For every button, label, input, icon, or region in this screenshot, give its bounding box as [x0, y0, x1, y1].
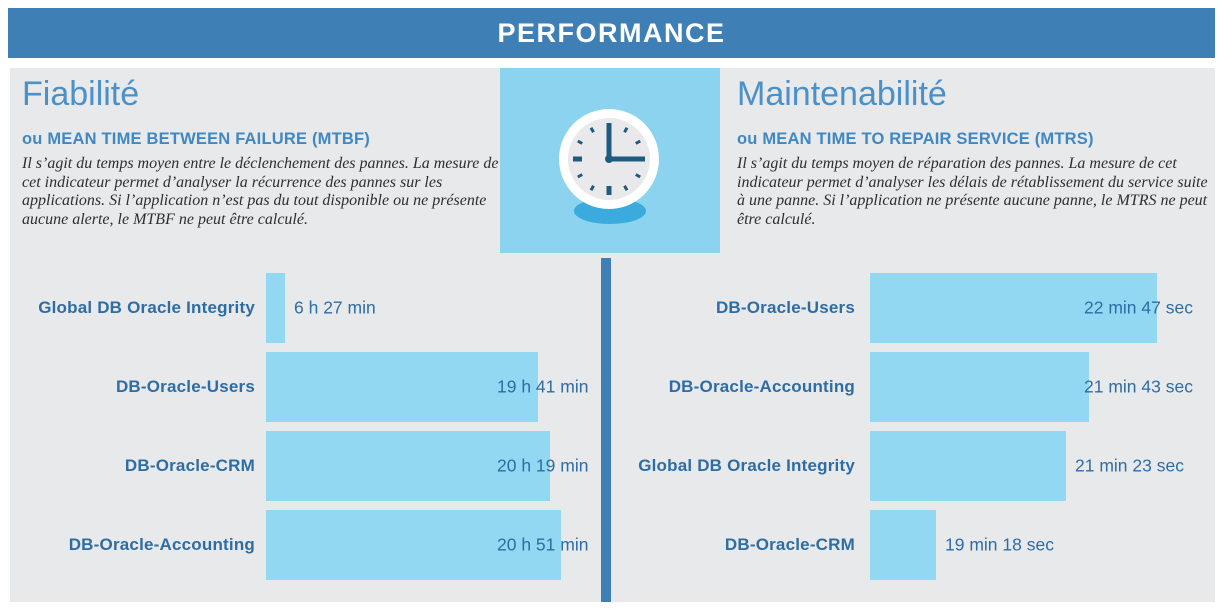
- mtbf-bar-chart: Global DB Oracle Integrity 6 h 27 min DB-O…: [22, 273, 590, 589]
- vertical-divider: [601, 258, 611, 602]
- bar-label: DB-Oracle-CRM: [124, 456, 255, 475]
- mtrs-bar-chart: DB-Oracle-Users 22 min 47 sec DB-Oracle-Ac…: [620, 273, 1195, 589]
- reliability-description: Il s’agit du temps moyen entre le déclen…: [22, 155, 499, 228]
- reliability-panel: Fiabilité ou MEAN TIME BETWEEN FAILURE (…: [22, 74, 504, 229]
- bar-label: Global DB Oracle Integrity: [38, 298, 255, 317]
- bar: [266, 510, 561, 580]
- bar-label: DB-Oracle-Accounting: [668, 377, 855, 396]
- bar-label: DB-Oracle-Users: [715, 298, 855, 317]
- bar-label: DB-Oracle-CRM: [724, 535, 855, 554]
- bar: [870, 352, 1090, 422]
- bar-value: 20 h 19 min: [497, 455, 589, 476]
- bar-track: 19 h 41 min: [266, 352, 590, 422]
- bar-track: 21 min 23 sec: [870, 431, 1195, 501]
- performance-header-banner: PERFORMANCE: [8, 8, 1215, 58]
- bar: [870, 273, 1157, 343]
- page-title: PERFORMANCE: [497, 17, 726, 48]
- clock-icon: [500, 68, 720, 253]
- chart-row: DB-Oracle-Accounting 20 h 51 min: [22, 510, 590, 580]
- chart-row: Global DB Oracle Integrity 6 h 27 min: [22, 273, 590, 343]
- bar-label: DB-Oracle-Accounting: [68, 535, 255, 554]
- maintainability-panel: Maintenabilité ou MEAN TIME TO REPAIR SE…: [737, 74, 1219, 229]
- chart-row: DB-Oracle-CRM 19 min 18 sec: [620, 510, 1195, 580]
- chart-row: DB-Oracle-Users 22 min 47 sec: [620, 273, 1195, 343]
- maintainability-title: Maintenabilité: [737, 75, 947, 113]
- bar-track: 20 h 51 min: [266, 510, 590, 580]
- chart-row: Global DB Oracle Integrity 21 min 23 sec: [620, 431, 1195, 501]
- maintainability-description: Il s’agit du temps moyen de réparation d…: [737, 155, 1208, 228]
- bar-track: 20 h 19 min: [266, 431, 590, 501]
- bar-track: 21 min 43 sec: [870, 352, 1195, 422]
- bar: [870, 431, 1066, 501]
- bar-value: 19 min 18 sec: [945, 534, 1054, 555]
- chart-row: DB-Oracle-CRM 20 h 19 min: [22, 431, 590, 501]
- reliability-title: Fiabilité: [22, 75, 140, 113]
- bar: [870, 510, 936, 580]
- bar-label: Global DB Oracle Integrity: [638, 456, 855, 475]
- bar: [266, 273, 286, 343]
- bar-value: 22 min 47 sec: [1084, 297, 1193, 318]
- bar-value: 21 min 23 sec: [1075, 455, 1184, 476]
- bar-value: 6 h 27 min: [294, 297, 376, 318]
- chart-row: DB-Oracle-Accounting 21 min 43 sec: [620, 352, 1195, 422]
- chart-row: DB-Oracle-Users 19 h 41 min: [22, 352, 590, 422]
- bar: [266, 352, 539, 422]
- bar-track: 19 min 18 sec: [870, 510, 1195, 580]
- bar-track: 22 min 47 sec: [870, 273, 1195, 343]
- clock-icon-svg: [500, 68, 720, 253]
- maintainability-subtitle: ou MEAN TIME TO REPAIR SERVICE (MTRS): [737, 130, 1094, 148]
- bar-value: 20 h 51 min: [497, 534, 589, 555]
- bar-value: 21 min 43 sec: [1084, 376, 1193, 397]
- bar-track: 6 h 27 min: [266, 273, 590, 343]
- bar-value: 19 h 41 min: [497, 376, 589, 397]
- bar: [266, 431, 551, 501]
- reliability-subtitle: ou MEAN TIME BETWEEN FAILURE (MTBF): [22, 130, 370, 148]
- bar-label: DB-Oracle-Users: [115, 377, 255, 396]
- dashboard-body: Fiabilité ou MEAN TIME BETWEEN FAILURE (…: [10, 68, 1215, 602]
